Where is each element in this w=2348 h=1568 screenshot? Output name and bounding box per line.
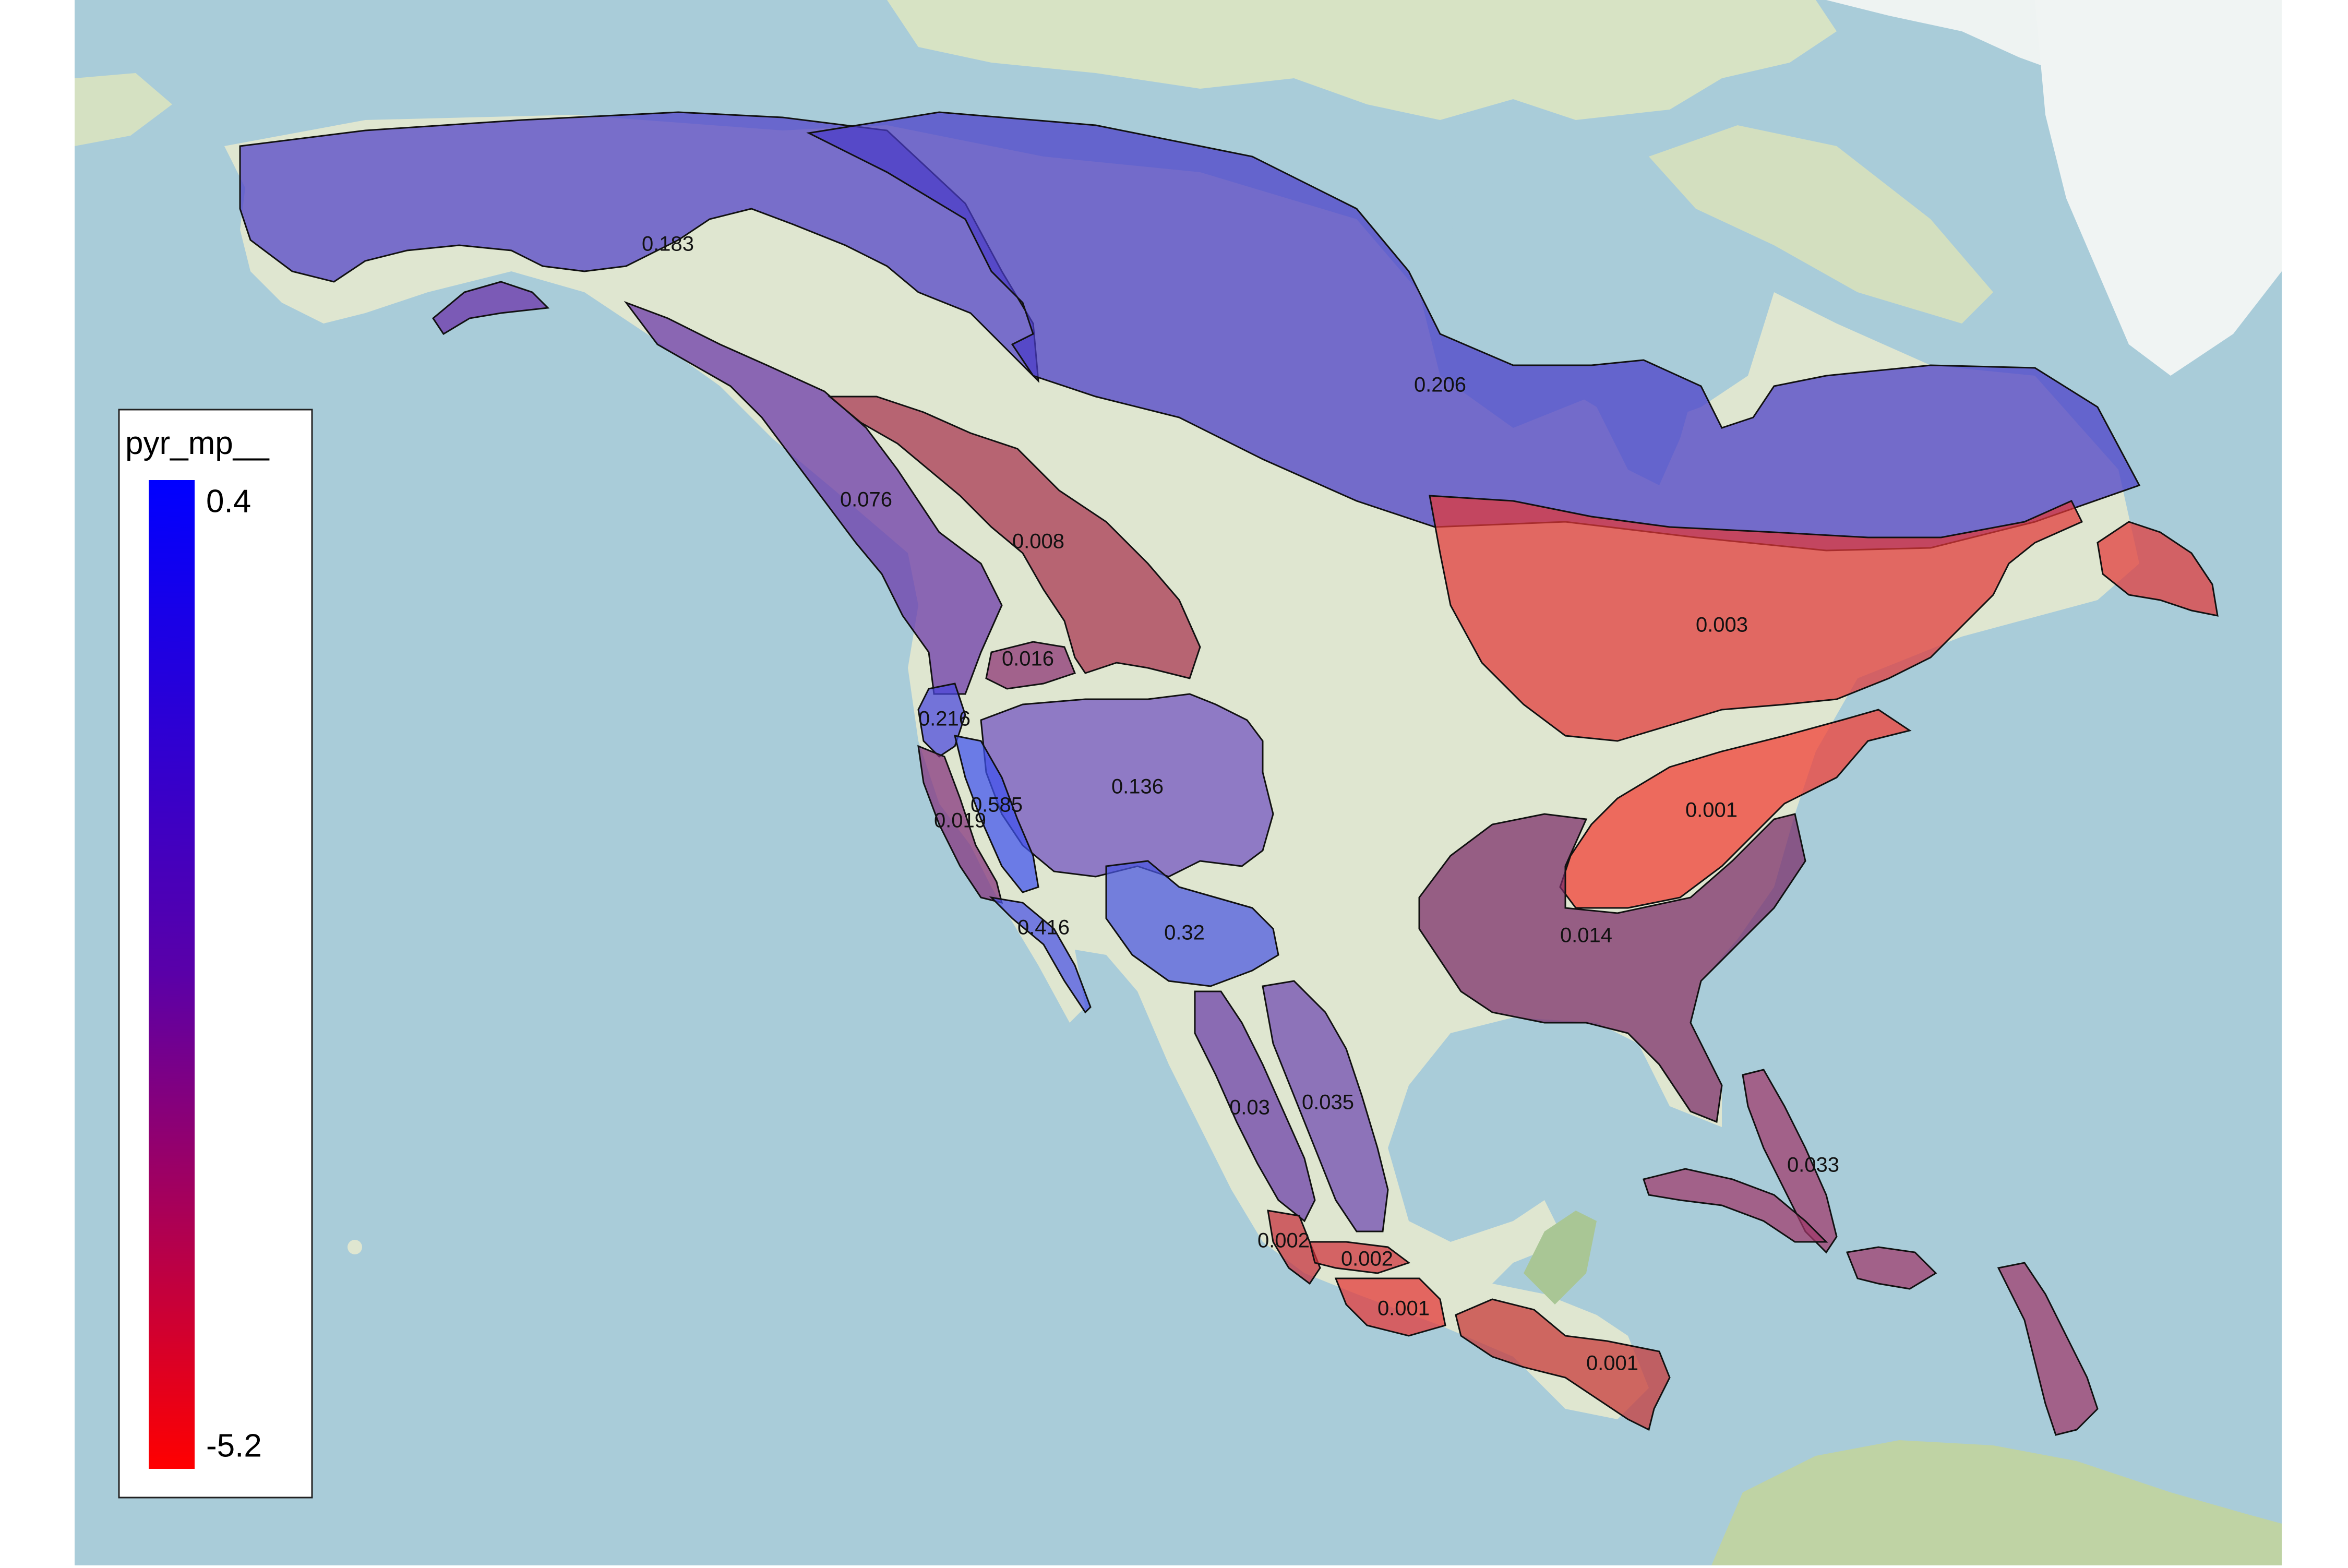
region-southwest[interactable] xyxy=(1105,860,1279,987)
region-lesser-antilles[interactable] xyxy=(1997,1262,2099,1436)
label-sierra-madre-occidental: 0.03 xyxy=(1229,1096,1270,1119)
label-jalisco: 0.002 xyxy=(1257,1229,1310,1252)
region-newfoundland[interactable] xyxy=(2097,521,2219,617)
label-southwest: 0.32 xyxy=(1164,921,1205,944)
region-boreal-canada[interactable] xyxy=(806,111,2141,552)
label-caribbean-bahamas: 0.033 xyxy=(1787,1154,1839,1177)
label-great-basin-small: 0.016 xyxy=(1002,648,1054,671)
region-southeast-us[interactable] xyxy=(1418,813,1806,1123)
baffin-island xyxy=(1649,125,1993,324)
label-sierra-south: 0.585 xyxy=(971,794,1023,817)
arctic-islands xyxy=(887,0,1837,120)
label-boreal-canada: 0.206 xyxy=(1414,374,1466,397)
region-eastern-canada[interactable] xyxy=(1429,495,2083,742)
region-labels: 0.183 0.206 0.076 0.008 0.003 0.016 0.21… xyxy=(642,233,1839,1375)
region-oaxaca[interactable] xyxy=(1334,1277,1446,1337)
region-sierra-south[interactable] xyxy=(953,735,1039,893)
label-central-america: 0.001 xyxy=(1586,1352,1638,1375)
south-america-land xyxy=(1711,1440,2282,1565)
label-northeast-us: 0.001 xyxy=(1685,799,1738,822)
legend-colorbar xyxy=(149,480,195,1469)
label-eastern-canada: 0.003 xyxy=(1696,614,1748,637)
siberia-tip xyxy=(75,73,172,146)
region-cuba[interactable] xyxy=(1643,1168,1828,1243)
region-baja[interactable] xyxy=(989,896,1092,1014)
region-sierra-madre-oriental[interactable] xyxy=(1262,980,1389,1232)
region-hispaniola[interactable] xyxy=(1846,1246,1937,1290)
region-northern-rockies[interactable] xyxy=(827,396,1201,679)
label-transvolcanic: 0.002 xyxy=(1341,1248,1393,1271)
greenland xyxy=(2035,0,2282,376)
region-jalisco[interactable] xyxy=(1267,1210,1321,1285)
legend-min-label: -5.2 xyxy=(206,1428,262,1464)
legend: pyr_mp__ 0.4 -5.2 xyxy=(118,409,313,1499)
region-aleutian-peninsula[interactable] xyxy=(432,281,550,336)
region-central-america[interactable] xyxy=(1455,1298,1671,1431)
label-northern-rockies: 0.008 xyxy=(1012,530,1064,553)
label-pacific-northwest: 0.076 xyxy=(840,488,892,511)
region-transvolcanic[interactable] xyxy=(1309,1241,1411,1274)
label-southeast-us: 0.014 xyxy=(1560,924,1612,947)
label-california-coast: 0.019 xyxy=(934,809,986,832)
region-sierra-madre-occidental[interactable] xyxy=(1194,990,1316,1223)
region-sierra-north[interactable] xyxy=(917,683,966,758)
label-baja: 0.416 xyxy=(1017,916,1070,939)
label-oaxaca: 0.001 xyxy=(1377,1297,1430,1320)
gulf-of-mexico xyxy=(1409,1018,1670,1200)
legend-box xyxy=(118,409,313,1499)
label-intermountain: 0.136 xyxy=(1111,775,1164,798)
legend-max-label: 0.4 xyxy=(206,483,251,519)
label-alaska-yukon: 0.183 xyxy=(642,233,694,256)
label-sierra-north: 0.216 xyxy=(918,708,971,731)
legend-title: pyr_mp__ xyxy=(125,425,270,461)
hawaii-island xyxy=(348,1240,362,1254)
yucatan-land xyxy=(1524,1211,1597,1304)
region-great-basin-small[interactable] xyxy=(985,641,1076,690)
range-polygons xyxy=(239,111,2219,1436)
region-caribbean-bahamas[interactable] xyxy=(1742,1069,1838,1254)
label-sierra-madre-oriental: 0.035 xyxy=(1302,1091,1354,1114)
